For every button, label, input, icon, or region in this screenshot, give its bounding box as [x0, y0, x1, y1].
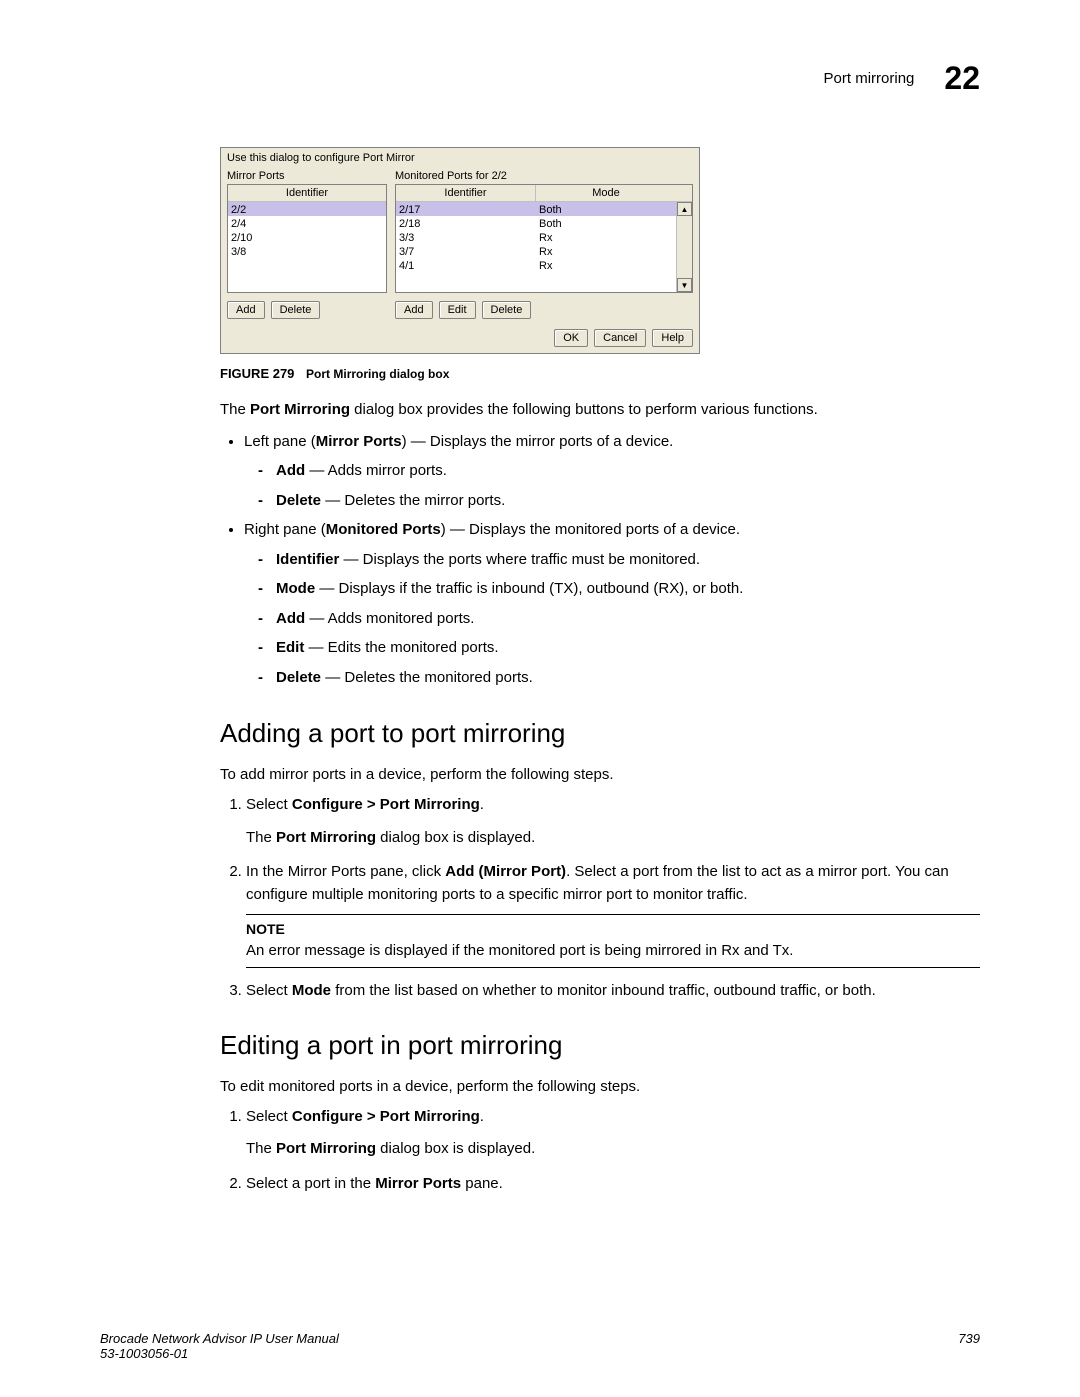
page-number: 739 [958, 1331, 980, 1361]
table-row[interactable]: 3/8 [228, 244, 386, 258]
scrollbar[interactable]: ▲ ▼ [676, 202, 692, 292]
function-list: Left pane (Mirror Ports) — Displays the … [220, 429, 980, 691]
port-mirroring-dialog: Use this dialog to configure Port Mirror… [220, 147, 700, 354]
note-box: NOTE An error message is displayed if th… [246, 914, 980, 968]
dialog-instruction: Use this dialog to configure Port Mirror [227, 152, 693, 164]
help-button[interactable]: Help [652, 329, 693, 347]
table-row[interactable]: 2/2 [228, 202, 386, 216]
header-section: Port mirroring [824, 70, 915, 87]
cancel-button[interactable]: Cancel [594, 329, 646, 347]
monitored-delete-button[interactable]: Delete [482, 301, 532, 319]
table-row[interactable]: 2/18Both [396, 216, 676, 230]
monitored-ports-title: Monitored Ports for 2/2 [395, 170, 693, 182]
heading-editing: Editing a port in port mirroring [220, 1030, 980, 1061]
mirror-delete-button[interactable]: Delete [271, 301, 321, 319]
list-item: Select Configure > Port Mirroring. The P… [246, 1106, 980, 1161]
page-footer: Brocade Network Advisor IP User Manual 5… [100, 1331, 980, 1361]
heading-adding: Adding a port to port mirroring [220, 718, 980, 749]
list-item: Add — Adds mirror ports. [276, 458, 980, 484]
add-intro: To add mirror ports in a device, perform… [220, 764, 980, 786]
list-item: Add — Adds monitored ports. [276, 606, 980, 632]
edit-steps: Select Configure > Port Mirroring. The P… [220, 1106, 980, 1196]
mirror-ports-title: Mirror Ports [227, 170, 387, 182]
monitored-add-button[interactable]: Add [395, 301, 433, 319]
monitored-ports-grid: Identifier Mode 2/17Both 2/18Both 3/3Rx … [395, 184, 693, 293]
scroll-up-icon[interactable]: ▲ [677, 202, 692, 216]
mirror-ports-grid: Identifier 2/2 2/4 2/10 3/8 [227, 184, 387, 293]
col-identifier[interactable]: Identifier [228, 185, 386, 201]
chapter-number: 22 [944, 60, 980, 97]
intro-paragraph: The Port Mirroring dialog box provides t… [220, 399, 980, 421]
col-identifier[interactable]: Identifier [396, 185, 536, 201]
list-item: Select Configure > Port Mirroring. The P… [246, 794, 980, 849]
table-row[interactable]: 2/17Both [396, 202, 676, 216]
list-item: Edit — Edits the monitored ports. [276, 635, 980, 661]
list-item: Identifier — Displays the ports where tr… [276, 547, 980, 573]
col-mode[interactable]: Mode [536, 185, 676, 201]
ok-button[interactable]: OK [554, 329, 588, 347]
edit-intro: To edit monitored ports in a device, per… [220, 1076, 980, 1098]
list-item: Right pane (Monitored Ports) — Displays … [244, 517, 980, 690]
monitored-edit-button[interactable]: Edit [439, 301, 476, 319]
footer-docnum: 53-1003056-01 [100, 1346, 339, 1361]
table-row[interactable]: 2/4 [228, 216, 386, 230]
table-row[interactable]: 2/10 [228, 230, 386, 244]
table-row[interactable]: 3/7Rx [396, 244, 676, 258]
list-item: Select a port in the Mirror Ports pane. [246, 1173, 980, 1196]
mirror-add-button[interactable]: Add [227, 301, 265, 319]
add-steps: Select Configure > Port Mirroring. The P… [220, 794, 980, 1002]
scroll-down-icon[interactable]: ▼ [677, 278, 692, 292]
figure-caption: FIGURE 279 Port Mirroring dialog box [220, 366, 980, 381]
list-item: Left pane (Mirror Ports) — Displays the … [244, 429, 980, 514]
table-row[interactable]: 3/3Rx [396, 230, 676, 244]
list-item: Delete — Deletes the monitored ports. [276, 665, 980, 691]
list-item: Select Mode from the list based on wheth… [246, 980, 980, 1003]
list-item: Mode — Displays if the traffic is inboun… [276, 576, 980, 602]
footer-title: Brocade Network Advisor IP User Manual [100, 1331, 339, 1346]
table-row[interactable]: 4/1Rx [396, 258, 676, 272]
list-item: In the Mirror Ports pane, click Add (Mir… [246, 861, 980, 968]
list-item: Delete — Deletes the mirror ports. [276, 488, 980, 514]
